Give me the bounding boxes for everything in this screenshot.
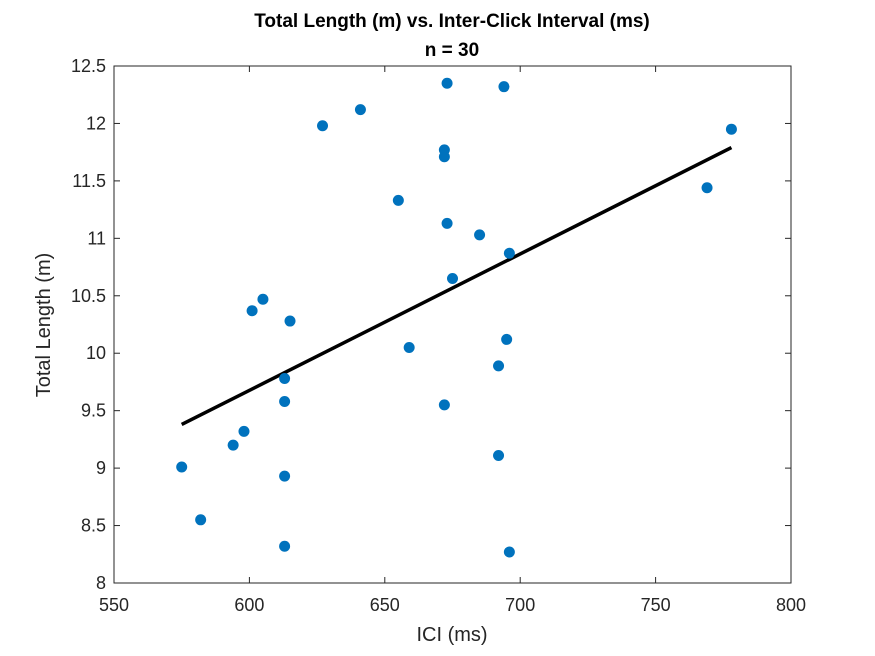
- data-point: [441, 217, 453, 229]
- data-point: [403, 341, 415, 353]
- data-point: [725, 123, 737, 135]
- data-point: [354, 104, 366, 116]
- data-point: [474, 229, 486, 241]
- data-point: [317, 120, 329, 132]
- data-point: [195, 514, 207, 526]
- data-point: [257, 293, 269, 305]
- y-tick-label: 9.5: [81, 401, 106, 421]
- x-axis-label: ICI (ms): [416, 624, 487, 646]
- y-tick-label: 8: [96, 573, 106, 593]
- fit-line-layer: [180, 146, 733, 427]
- data-point: [503, 247, 515, 259]
- data-point: [279, 540, 291, 552]
- plot-area: [113, 65, 792, 584]
- data-point: [493, 360, 505, 372]
- y-tick-label: 12.5: [71, 56, 106, 76]
- data-point: [284, 315, 296, 327]
- y-tick-label: 9: [96, 458, 106, 478]
- data-point: [498, 81, 510, 93]
- x-tick-label: 750: [641, 595, 671, 615]
- data-point: [503, 546, 515, 558]
- data-point: [438, 399, 450, 411]
- data-point: [447, 273, 458, 285]
- data-point: [441, 77, 453, 89]
- y-tick-label: 11.5: [72, 171, 106, 191]
- data-point: [392, 194, 404, 206]
- x-axis: 550 600 650 700 750 800: [99, 66, 806, 615]
- fit-line: [180, 146, 733, 427]
- x-tick-label: 600: [234, 595, 264, 615]
- chart-subtitle: n = 30: [425, 40, 479, 61]
- data-point: [279, 470, 291, 482]
- x-tick-label: 800: [776, 595, 806, 615]
- data-point: [701, 182, 713, 194]
- y-tick-label: 10: [86, 343, 106, 363]
- data-point: [438, 151, 450, 163]
- y-tick-label: 12: [86, 113, 106, 133]
- data-point: [279, 372, 291, 384]
- data-point: [238, 425, 250, 437]
- x-tick-label: 550: [99, 595, 129, 615]
- x-tick-label: 650: [370, 595, 400, 615]
- y-tick-label: 10.5: [71, 286, 106, 306]
- y-axis-label: Total Length (m): [33, 253, 55, 398]
- data-point: [501, 333, 513, 345]
- data-point: [227, 439, 239, 451]
- data-point: [246, 305, 258, 317]
- y-axis: 8 8.5 9 9.5 10 10.5 11 11.5 12 12.5: [71, 56, 791, 593]
- data-point: [279, 395, 291, 407]
- chart-title: Total Length (m) vs. Inter-Click Interva…: [254, 11, 650, 32]
- data-point: [176, 461, 188, 473]
- data-points: [176, 77, 737, 558]
- y-tick-label: 8.5: [81, 516, 106, 536]
- data-point: [493, 449, 505, 461]
- y-tick-label: 11: [87, 228, 106, 248]
- x-tick-label: 700: [505, 595, 535, 615]
